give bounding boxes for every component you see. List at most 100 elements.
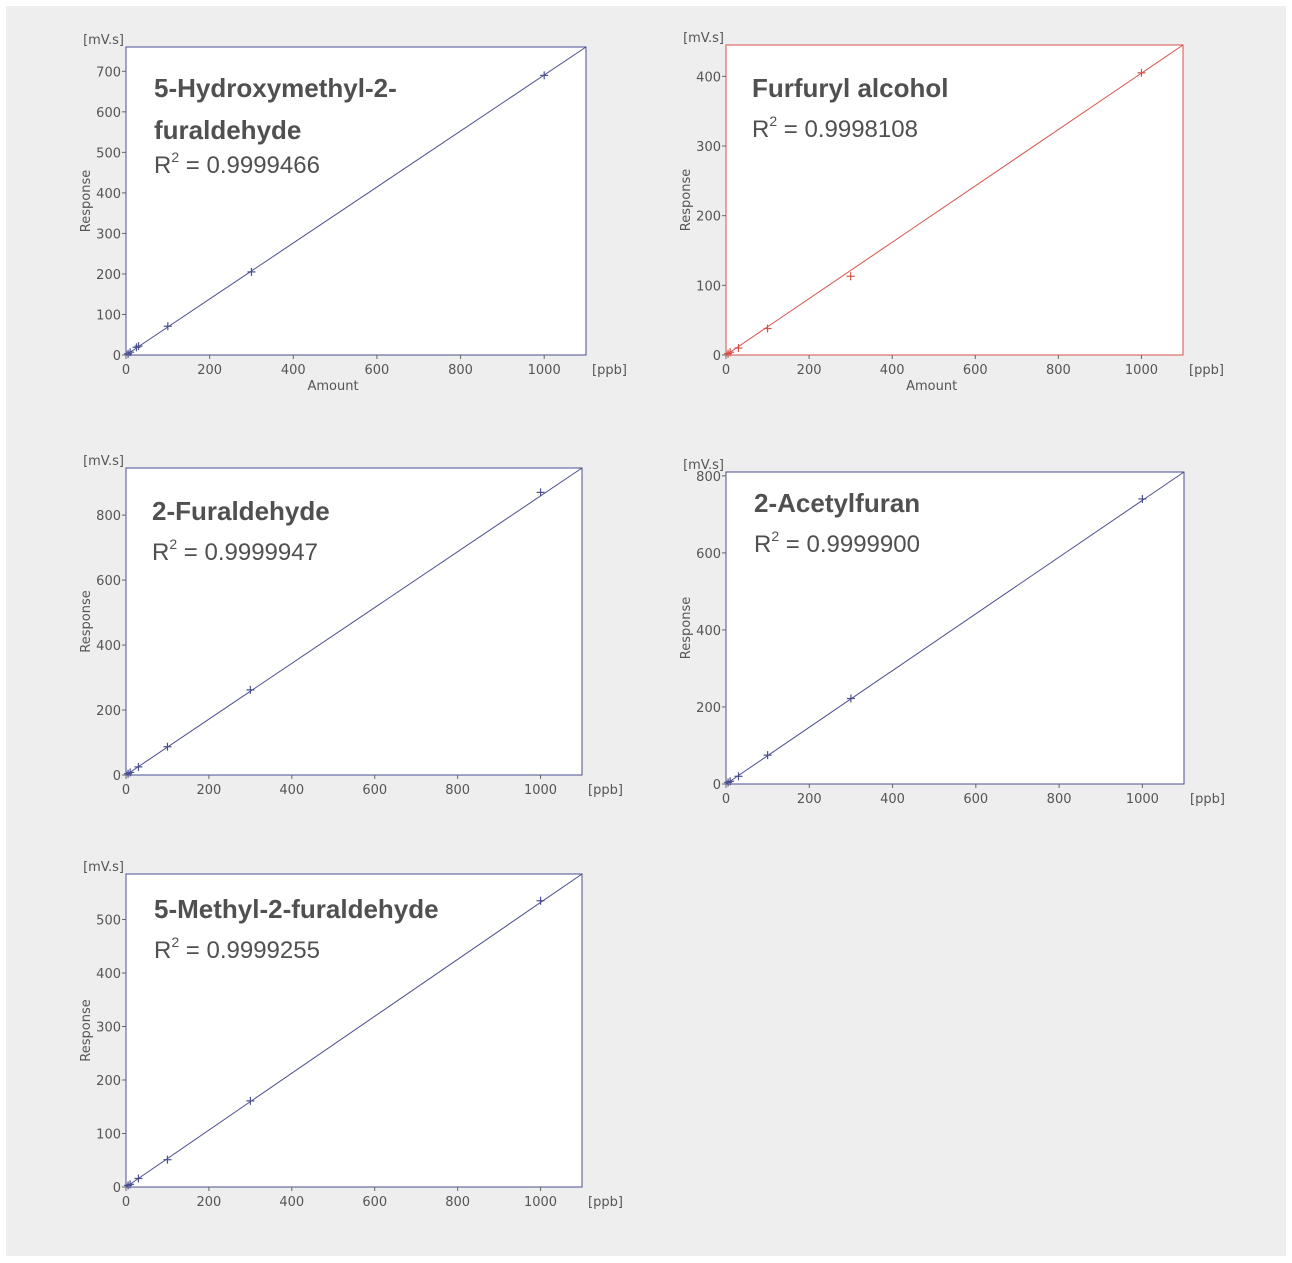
r-squared-label: R2 = 0.9998108 <box>752 113 918 143</box>
regression-line <box>125 873 583 1188</box>
y-tick-label: 400 <box>696 70 721 85</box>
y-tick-label: 800 <box>696 470 721 485</box>
data-point <box>846 694 855 703</box>
y-tick-label: 500 <box>96 913 121 928</box>
y-tick-label: 200 <box>696 701 721 716</box>
data-point <box>540 71 549 80</box>
y-unit-label: [mV.s] <box>683 31 724 46</box>
data-point <box>163 322 172 331</box>
calibration-chart-acetylfuran: 0 200 400 600 800 0 200 400 600 800 1000 [mV.s] [ppb… <box>679 458 1225 807</box>
y-tick-label: 800 <box>96 509 121 524</box>
x-tick-label: 1000 <box>1126 792 1159 807</box>
data-point <box>126 768 135 777</box>
x-axis-title: Amount <box>906 379 957 394</box>
y-tick-label: 0 <box>113 349 121 364</box>
data-point <box>536 896 545 905</box>
x-unit-label: [ppb] <box>1190 792 1225 807</box>
x-tick-label: 400 <box>279 783 304 798</box>
x-tick-label: 800 <box>445 1195 470 1210</box>
regression-line <box>725 44 1184 356</box>
x-tick-label: 400 <box>880 363 905 378</box>
x-unit-label: [ppb] <box>1189 363 1224 378</box>
data-point <box>246 685 255 694</box>
data-point <box>134 762 143 771</box>
data-point <box>163 742 172 751</box>
data-point <box>126 348 135 357</box>
data-point <box>536 488 545 497</box>
compound-title: 2-Furaldehyde <box>152 496 330 526</box>
x-tick-label: 600 <box>963 363 988 378</box>
x-tick-label: 400 <box>880 792 905 807</box>
r-squared-label: R2 = 0.9999900 <box>754 528 920 558</box>
compound-title: 5-Hydroxymethyl-2- <box>154 73 397 103</box>
r-squared-label: R2 = 0.9999466 <box>154 149 320 179</box>
x-unit-label: [ppb] <box>588 1195 623 1210</box>
y-tick-label: 700 <box>96 65 121 80</box>
regression-line <box>725 471 1185 785</box>
y-tick-label: 0 <box>713 349 721 364</box>
y-tick-label: 0 <box>113 1181 121 1196</box>
y-axis-title: Response <box>79 170 94 232</box>
y-tick-label: 400 <box>696 624 721 639</box>
x-tick-label: 200 <box>797 363 822 378</box>
data-point <box>726 777 735 786</box>
x-tick-label: 200 <box>196 783 221 798</box>
y-axis-title: Response <box>79 590 94 652</box>
y-tick-label: 500 <box>96 146 121 161</box>
data-point <box>763 324 772 333</box>
y-tick-label: 300 <box>96 227 121 242</box>
y-unit-label: [mV.s] <box>83 33 124 48</box>
data-point <box>246 1096 255 1105</box>
regression-line <box>125 46 587 356</box>
data-point <box>247 267 256 276</box>
x-tick-label: 0 <box>722 792 730 807</box>
y-tick-label: 400 <box>96 187 121 202</box>
compound-title: furaldehyde <box>154 115 301 145</box>
y-tick-label: 200 <box>96 704 121 719</box>
y-tick-label: 0 <box>713 778 721 793</box>
x-axis-title: Amount <box>307 379 358 394</box>
calibration-chart-hydroxymethylfuraldehyde: 0 100 200 300 400 500 600 700 0 200 400 600 800 1000 [… <box>79 33 627 394</box>
data-point <box>726 348 735 357</box>
x-tick-label: 1000 <box>524 1195 557 1210</box>
y-tick-label: 300 <box>96 1020 121 1035</box>
y-tick-label: 100 <box>96 308 121 323</box>
y-tick-label: 200 <box>696 210 721 225</box>
data-point <box>1137 68 1146 77</box>
x-tick-label: 400 <box>281 363 306 378</box>
r-squared-label: R2 = 0.9999947 <box>152 536 318 566</box>
x-tick-label: 0 <box>122 1195 130 1210</box>
data-point <box>1138 494 1147 503</box>
y-axis-title: Response <box>79 999 94 1061</box>
data-point <box>734 772 743 781</box>
y-tick-label: 100 <box>696 279 721 294</box>
x-tick-label: 200 <box>797 792 822 807</box>
compound-title: 2-Acetylfuran <box>754 488 920 518</box>
data-point <box>134 1174 143 1183</box>
data-point <box>846 272 855 281</box>
x-tick-label: 800 <box>1047 792 1072 807</box>
x-tick-label: 600 <box>364 363 389 378</box>
x-tick-label: 600 <box>362 1195 387 1210</box>
y-tick-label: 200 <box>96 1074 121 1089</box>
y-tick-label: 300 <box>696 140 721 155</box>
x-tick-label: 0 <box>122 363 130 378</box>
x-tick-label: 200 <box>197 363 222 378</box>
data-point <box>734 344 743 353</box>
y-tick-label: 100 <box>96 1127 121 1142</box>
data-point <box>763 751 772 760</box>
y-unit-label: [mV.s] <box>683 458 724 473</box>
data-point <box>126 1180 135 1189</box>
data-point <box>134 342 143 351</box>
y-axis-title: Response <box>679 597 694 659</box>
x-tick-label: 1000 <box>1125 363 1158 378</box>
x-tick-label: 800 <box>445 783 470 798</box>
y-tick-label: 600 <box>96 574 121 589</box>
x-tick-label: 600 <box>963 792 988 807</box>
y-tick-label: 400 <box>96 639 121 654</box>
x-unit-label: [ppb] <box>592 363 627 378</box>
y-tick-label: 600 <box>96 106 121 121</box>
x-tick-label: 0 <box>122 783 130 798</box>
regression-line <box>125 467 583 776</box>
y-axis-title: Response <box>679 169 694 231</box>
